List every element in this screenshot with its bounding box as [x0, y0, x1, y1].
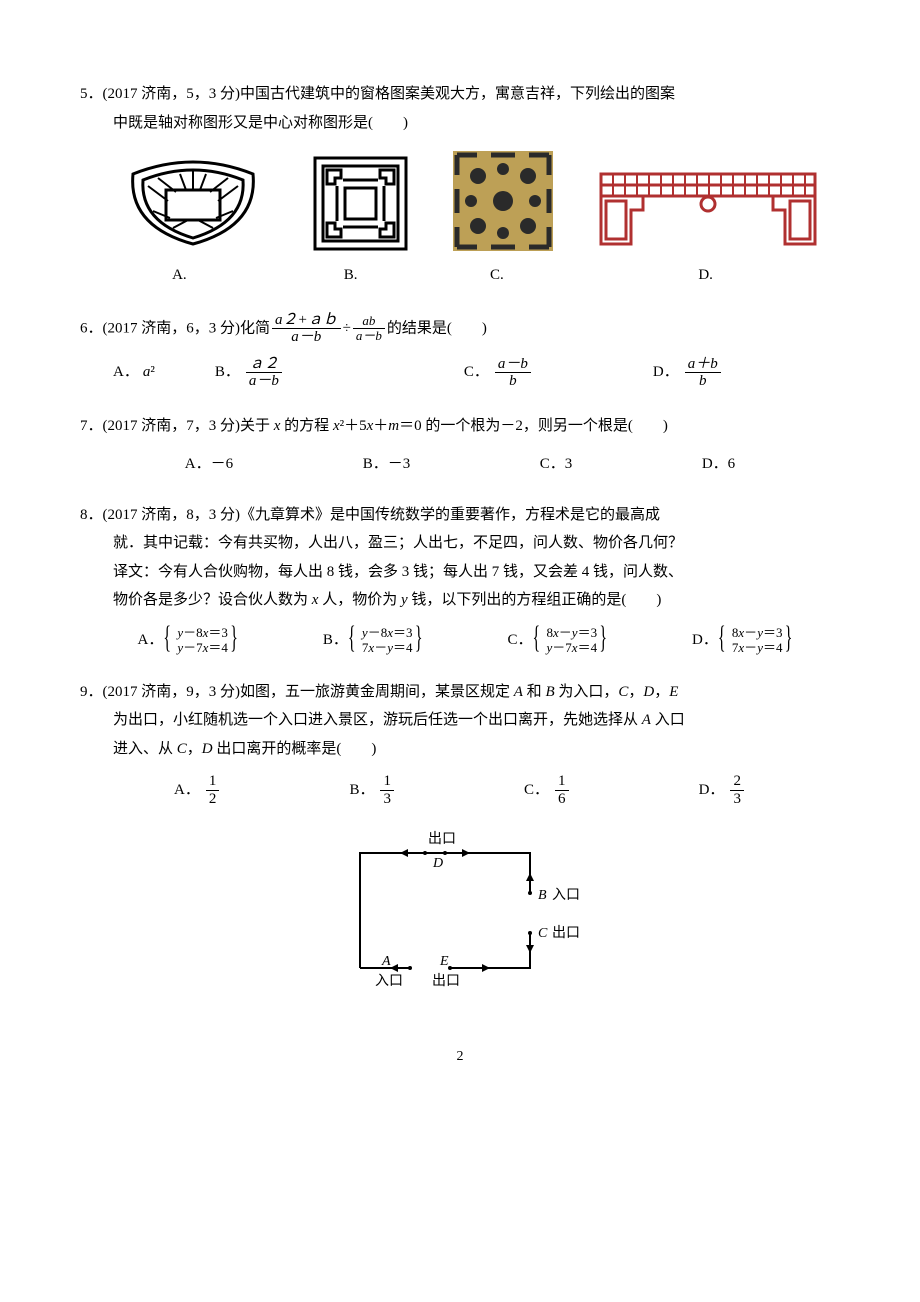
pattern-gold-icon: [453, 151, 553, 251]
q6-opt-D: D．a＋bb: [653, 356, 723, 390]
q6-frac1: a２+ａｂa－b: [272, 312, 341, 346]
label-E: E: [439, 954, 449, 969]
q6-text: 6．(2017 济南，6，3 分)化简a２+ａｂa－b÷aba－b的结果是( ): [80, 312, 840, 346]
question-8: 8．(2017 济南，8，3 分)《九章算术》是中国传统数学的重要著作，方程术是…: [80, 501, 840, 656]
q8-opt-C: C．8x－y＝3y－7x＝4: [507, 625, 597, 656]
q8-line2: 就．其中记载：今有共买物，人出八，盈三；人出七，不足四，问人数、物价各几何？: [80, 529, 840, 558]
q6-options: A．a² B．ａ２a－b C．a－bb D．a＋bb: [80, 356, 840, 390]
label-B-role: 入口: [552, 888, 580, 903]
q9-opt-C: C．16: [524, 773, 571, 807]
q5-option-D: [598, 171, 818, 251]
q9-opt-A: A．12: [174, 773, 221, 807]
q6-divide: ÷: [343, 320, 351, 336]
q5-option-B: [313, 156, 408, 251]
label-B: B: [538, 888, 547, 903]
pattern-fan-icon: [118, 156, 268, 251]
page-number: 2: [80, 1044, 840, 1071]
q6-opt-A: A．a²: [113, 358, 155, 387]
question-5: 5．(2017 济南，5，3 分)中国古代建筑中的窗格图案美观大方，寓意吉祥，下…: [80, 80, 840, 290]
q6-opt-C: C．a－bb: [464, 356, 533, 390]
q9-line3: 进入、从 C，D 出口离开的概率是( ): [80, 735, 840, 764]
q7-text: 7．(2017 济南，7，3 分)关于 x 的方程 x²＋5x＋m＝0 的一个根…: [80, 412, 840, 441]
q6-prefix: 6．(2017 济南，6，3 分)化简: [80, 320, 270, 336]
q5-label-B: B.: [303, 261, 398, 290]
park-entrance-diagram: 出口 D B 入口 C 出口 A 入口 E 出口: [320, 823, 600, 993]
q5-label-D: D.: [596, 261, 816, 290]
q5-label-A: A.: [104, 261, 254, 290]
q5-option-labels: A. B. C. D.: [80, 261, 840, 290]
q5-option-C: [453, 151, 553, 251]
q6-frac2: aba－b: [353, 314, 385, 344]
label-E-role: 出口: [432, 973, 460, 989]
question-9: 9．(2017 济南，9，3 分)如图，五一旅游黄金周期间，某景区规定 A 和 …: [80, 678, 840, 1004]
q8-opt-B: B．y－8x＝37x－y＝4: [323, 625, 413, 656]
label-C: C: [538, 926, 548, 941]
q7-opt-C: C．3: [540, 450, 573, 479]
q8-opt-A: A．y－8x＝3y－7x＝4: [137, 625, 227, 656]
q9-diagram: 出口 D B 入口 C 出口 A 入口 E 出口: [80, 823, 840, 1004]
q7-opt-A: A．－6: [185, 450, 233, 479]
q5-line2: 中既是轴对称图形又是中心对称图形是( ): [80, 109, 840, 138]
q8-options: A．y－8x＝3y－7x＝4 B．y－8x＝37x－y＝4 C．8x－y＝3y－…: [80, 625, 840, 656]
q5-line1: 5．(2017 济南，5，3 分)中国古代建筑中的窗格图案美观大方，寓意吉祥，下…: [80, 80, 840, 109]
q8-line1: 8．(2017 济南，8，3 分)《九章算术》是中国传统数学的重要著作，方程术是…: [80, 501, 840, 530]
label-D-role: 出口: [428, 831, 456, 847]
q9-opt-D: D．23: [699, 773, 746, 807]
q6-suffix: 的结果是( ): [387, 320, 487, 336]
label-D: D: [432, 856, 443, 871]
q9-options: A．12 B．13 C．16 D．23: [80, 773, 840, 807]
label-A-role: 入口: [375, 974, 403, 989]
pattern-red-frame-icon: [598, 171, 818, 251]
q7-opt-B: B．－3: [363, 450, 411, 479]
q9-line2: 为出口，小红随机选一个入口进入景区，游玩后任选一个出口离开，先她选择从 A 入口: [80, 706, 840, 735]
q9-opt-B: B．13: [349, 773, 396, 807]
q8-line3: 译文：今有人合伙购物，每人出 8 钱，会多 3 钱；每人出 7 钱，又会差 4 …: [80, 558, 840, 587]
pattern-square-icon: [313, 156, 408, 251]
label-C-role: 出口: [552, 925, 580, 941]
q5-label-C: C.: [447, 261, 547, 290]
question-6: 6．(2017 济南，6，3 分)化简a２+ａｂa－b÷aba－b的结果是( )…: [80, 312, 840, 390]
q9-line1: 9．(2017 济南，9，3 分)如图，五一旅游黄金周期间，某景区规定 A 和 …: [80, 678, 840, 707]
label-A: A: [381, 954, 391, 969]
q8-opt-D: D．8x－y＝37x－y＝4: [692, 625, 782, 656]
q7-opt-D: D．6: [702, 450, 735, 479]
q5-images: [80, 151, 840, 251]
q7-options: A．－6 B．－3 C．3 D．6: [80, 450, 840, 479]
q8-line4: 物价各是多少？设合伙人数为 x 人，物价为 y 钱，以下列出的方程组正确的是( …: [80, 586, 840, 615]
question-7: 7．(2017 济南，7，3 分)关于 x 的方程 x²＋5x＋m＝0 的一个根…: [80, 412, 840, 479]
q6-opt-B: B．ａ２a－b: [215, 356, 284, 390]
q5-option-A: [118, 156, 268, 251]
